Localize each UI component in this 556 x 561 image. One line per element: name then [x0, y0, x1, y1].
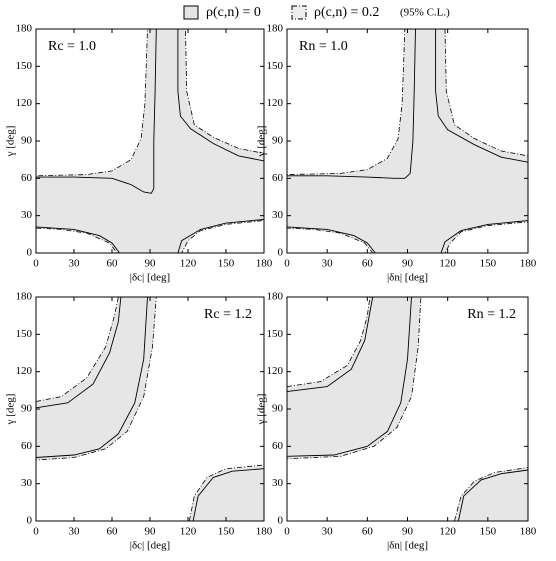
contour-line	[457, 469, 529, 522]
y-tick-label: 120	[16, 365, 33, 377]
annotation: Rc = 1.2	[204, 307, 252, 322]
y-tick-label: 180	[267, 291, 284, 303]
x-tick-label: 0	[284, 526, 290, 538]
y-axis-label: γ [deg]	[5, 126, 17, 158]
x-tick-label: 90	[145, 258, 157, 270]
contour-line	[36, 28, 157, 194]
y-tick-label: 120	[267, 97, 284, 109]
annotation: Rn = 1.2	[467, 307, 516, 322]
y-axis-label: γ [deg]	[256, 394, 268, 426]
legend-label: ρ(c,n) = 0	[206, 5, 261, 20]
x-tick-label: 150	[218, 258, 235, 270]
y-tick-label: 120	[267, 365, 284, 377]
x-tick-label: 150	[480, 526, 497, 538]
contour-line	[286, 296, 412, 457]
y-axis-label: γ [deg]	[256, 126, 268, 158]
x-tick-label: 150	[218, 526, 235, 538]
x-tick-label: 120	[439, 526, 456, 538]
contour-line	[35, 296, 148, 458]
y-tick-label: 90	[272, 403, 284, 415]
x-tick-label: 60	[362, 258, 374, 270]
contour-line	[435, 29, 529, 163]
y-tick-label: 30	[272, 477, 284, 489]
y-axis-label: γ [deg]	[5, 394, 17, 426]
region	[286, 296, 422, 460]
y-tick-label: 150	[267, 328, 284, 340]
y-tick-label: 60	[272, 172, 284, 184]
y-tick-label: 150	[16, 328, 33, 340]
y-tick-label: 30	[21, 477, 33, 489]
x-tick-label: 30	[322, 258, 334, 270]
x-axis-label: |δc| [deg]	[130, 540, 170, 552]
x-tick-label: 180	[256, 526, 273, 538]
legend-label: ρ(c,n) = 0.2	[314, 5, 379, 20]
x-tick-label: 90	[402, 258, 414, 270]
x-tick-label: 180	[256, 258, 273, 270]
annotation: Rn = 1.0	[299, 39, 348, 54]
y-tick-label: 180	[16, 23, 33, 35]
y-tick-label: 0	[27, 247, 33, 259]
y-tick-label: 90	[21, 135, 33, 147]
y-tick-label: 60	[272, 440, 284, 452]
x-tick-label: 180	[520, 258, 537, 270]
x-tick-label: 60	[107, 526, 119, 538]
y-tick-label: 0	[278, 247, 284, 259]
contour-line	[287, 28, 416, 179]
y-tick-label: 60	[21, 172, 33, 184]
x-tick-label: 30	[69, 526, 81, 538]
legend-swatch-1	[291, 5, 307, 20]
contour-line	[286, 296, 374, 393]
y-tick-label: 30	[21, 209, 33, 221]
x-tick-label: 0	[284, 258, 290, 270]
x-tick-label: 0	[33, 258, 39, 270]
contour-line	[35, 226, 120, 254]
x-tick-label: 90	[402, 526, 414, 538]
contour-line	[35, 296, 122, 409]
x-axis-label: |δn| [deg]	[387, 272, 428, 284]
y-tick-label: 60	[21, 440, 33, 452]
contour-line	[286, 226, 376, 254]
x-tick-label: 120	[439, 258, 456, 270]
legend-swatch-0	[183, 5, 199, 20]
y-tick-label: 150	[267, 60, 284, 72]
x-tick-label: 60	[107, 258, 119, 270]
y-tick-label: 30	[272, 209, 284, 221]
y-tick-label: 120	[16, 97, 33, 109]
x-tick-label: 150	[480, 258, 497, 270]
y-tick-label: 150	[16, 60, 33, 72]
x-tick-label: 120	[180, 526, 197, 538]
x-tick-label: 90	[145, 526, 157, 538]
x-axis-label: |δc| [deg]	[130, 272, 170, 284]
contour-line	[440, 220, 529, 254]
x-tick-label: 120	[180, 258, 197, 270]
annotation: Rc = 1.0	[48, 39, 96, 54]
y-tick-label: 90	[21, 403, 33, 415]
x-tick-label: 60	[362, 526, 374, 538]
x-tick-label: 0	[33, 526, 39, 538]
contour-line	[192, 468, 265, 522]
y-tick-label: 180	[16, 291, 33, 303]
y-tick-label: 90	[272, 135, 284, 147]
y-tick-label: 0	[278, 515, 284, 527]
y-tick-label: 180	[267, 23, 284, 35]
x-tick-label: 30	[69, 258, 81, 270]
legend-note: (95% C.L.)	[400, 7, 450, 19]
x-axis-label: |δn| [deg]	[387, 540, 428, 552]
contour-line	[177, 29, 265, 162]
x-tick-label: 30	[322, 526, 334, 538]
contour-line	[177, 218, 265, 254]
region	[453, 467, 529, 522]
x-tick-label: 180	[520, 526, 537, 538]
y-tick-label: 0	[27, 515, 33, 527]
